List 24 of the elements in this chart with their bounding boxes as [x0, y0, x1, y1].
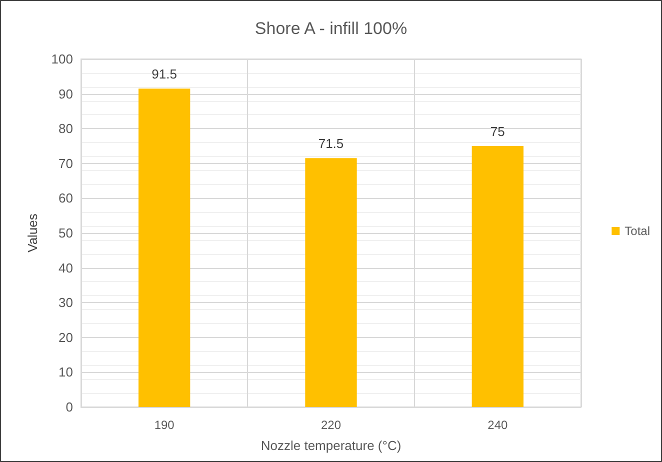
data-label: 71.5: [318, 136, 344, 152]
bar: [472, 146, 524, 407]
chart-title: Shore A - infill 100%: [254, 19, 408, 38]
legend-label: Total: [624, 224, 650, 238]
y-tick-label: 40: [58, 260, 73, 276]
y-tick-label: 60: [58, 190, 73, 206]
y-tick-label: 100: [51, 52, 73, 66]
y-tick-label: 80: [58, 121, 73, 136]
y-tick-label: 30: [58, 295, 73, 310]
x-tick-label: 220: [320, 418, 342, 432]
y-axis-title: Values: [25, 213, 40, 252]
y-tick-label: 0: [66, 400, 73, 414]
x-tick-label: 190: [154, 418, 175, 432]
x-tick-label: 240: [488, 418, 508, 432]
bar: [138, 88, 190, 407]
data-label: 75: [490, 124, 505, 139]
y-tick-label: 50: [58, 226, 73, 240]
y-tick-label: 20: [58, 330, 73, 345]
y-tick-label: 10: [58, 364, 73, 380]
data-label: 91.5: [152, 66, 177, 82]
bar: [305, 158, 357, 407]
y-tick-label: 70: [58, 156, 73, 171]
y-tick-label: 90: [58, 86, 73, 102]
x-axis-title: Nozzle temperature (°C): [260, 438, 402, 453]
